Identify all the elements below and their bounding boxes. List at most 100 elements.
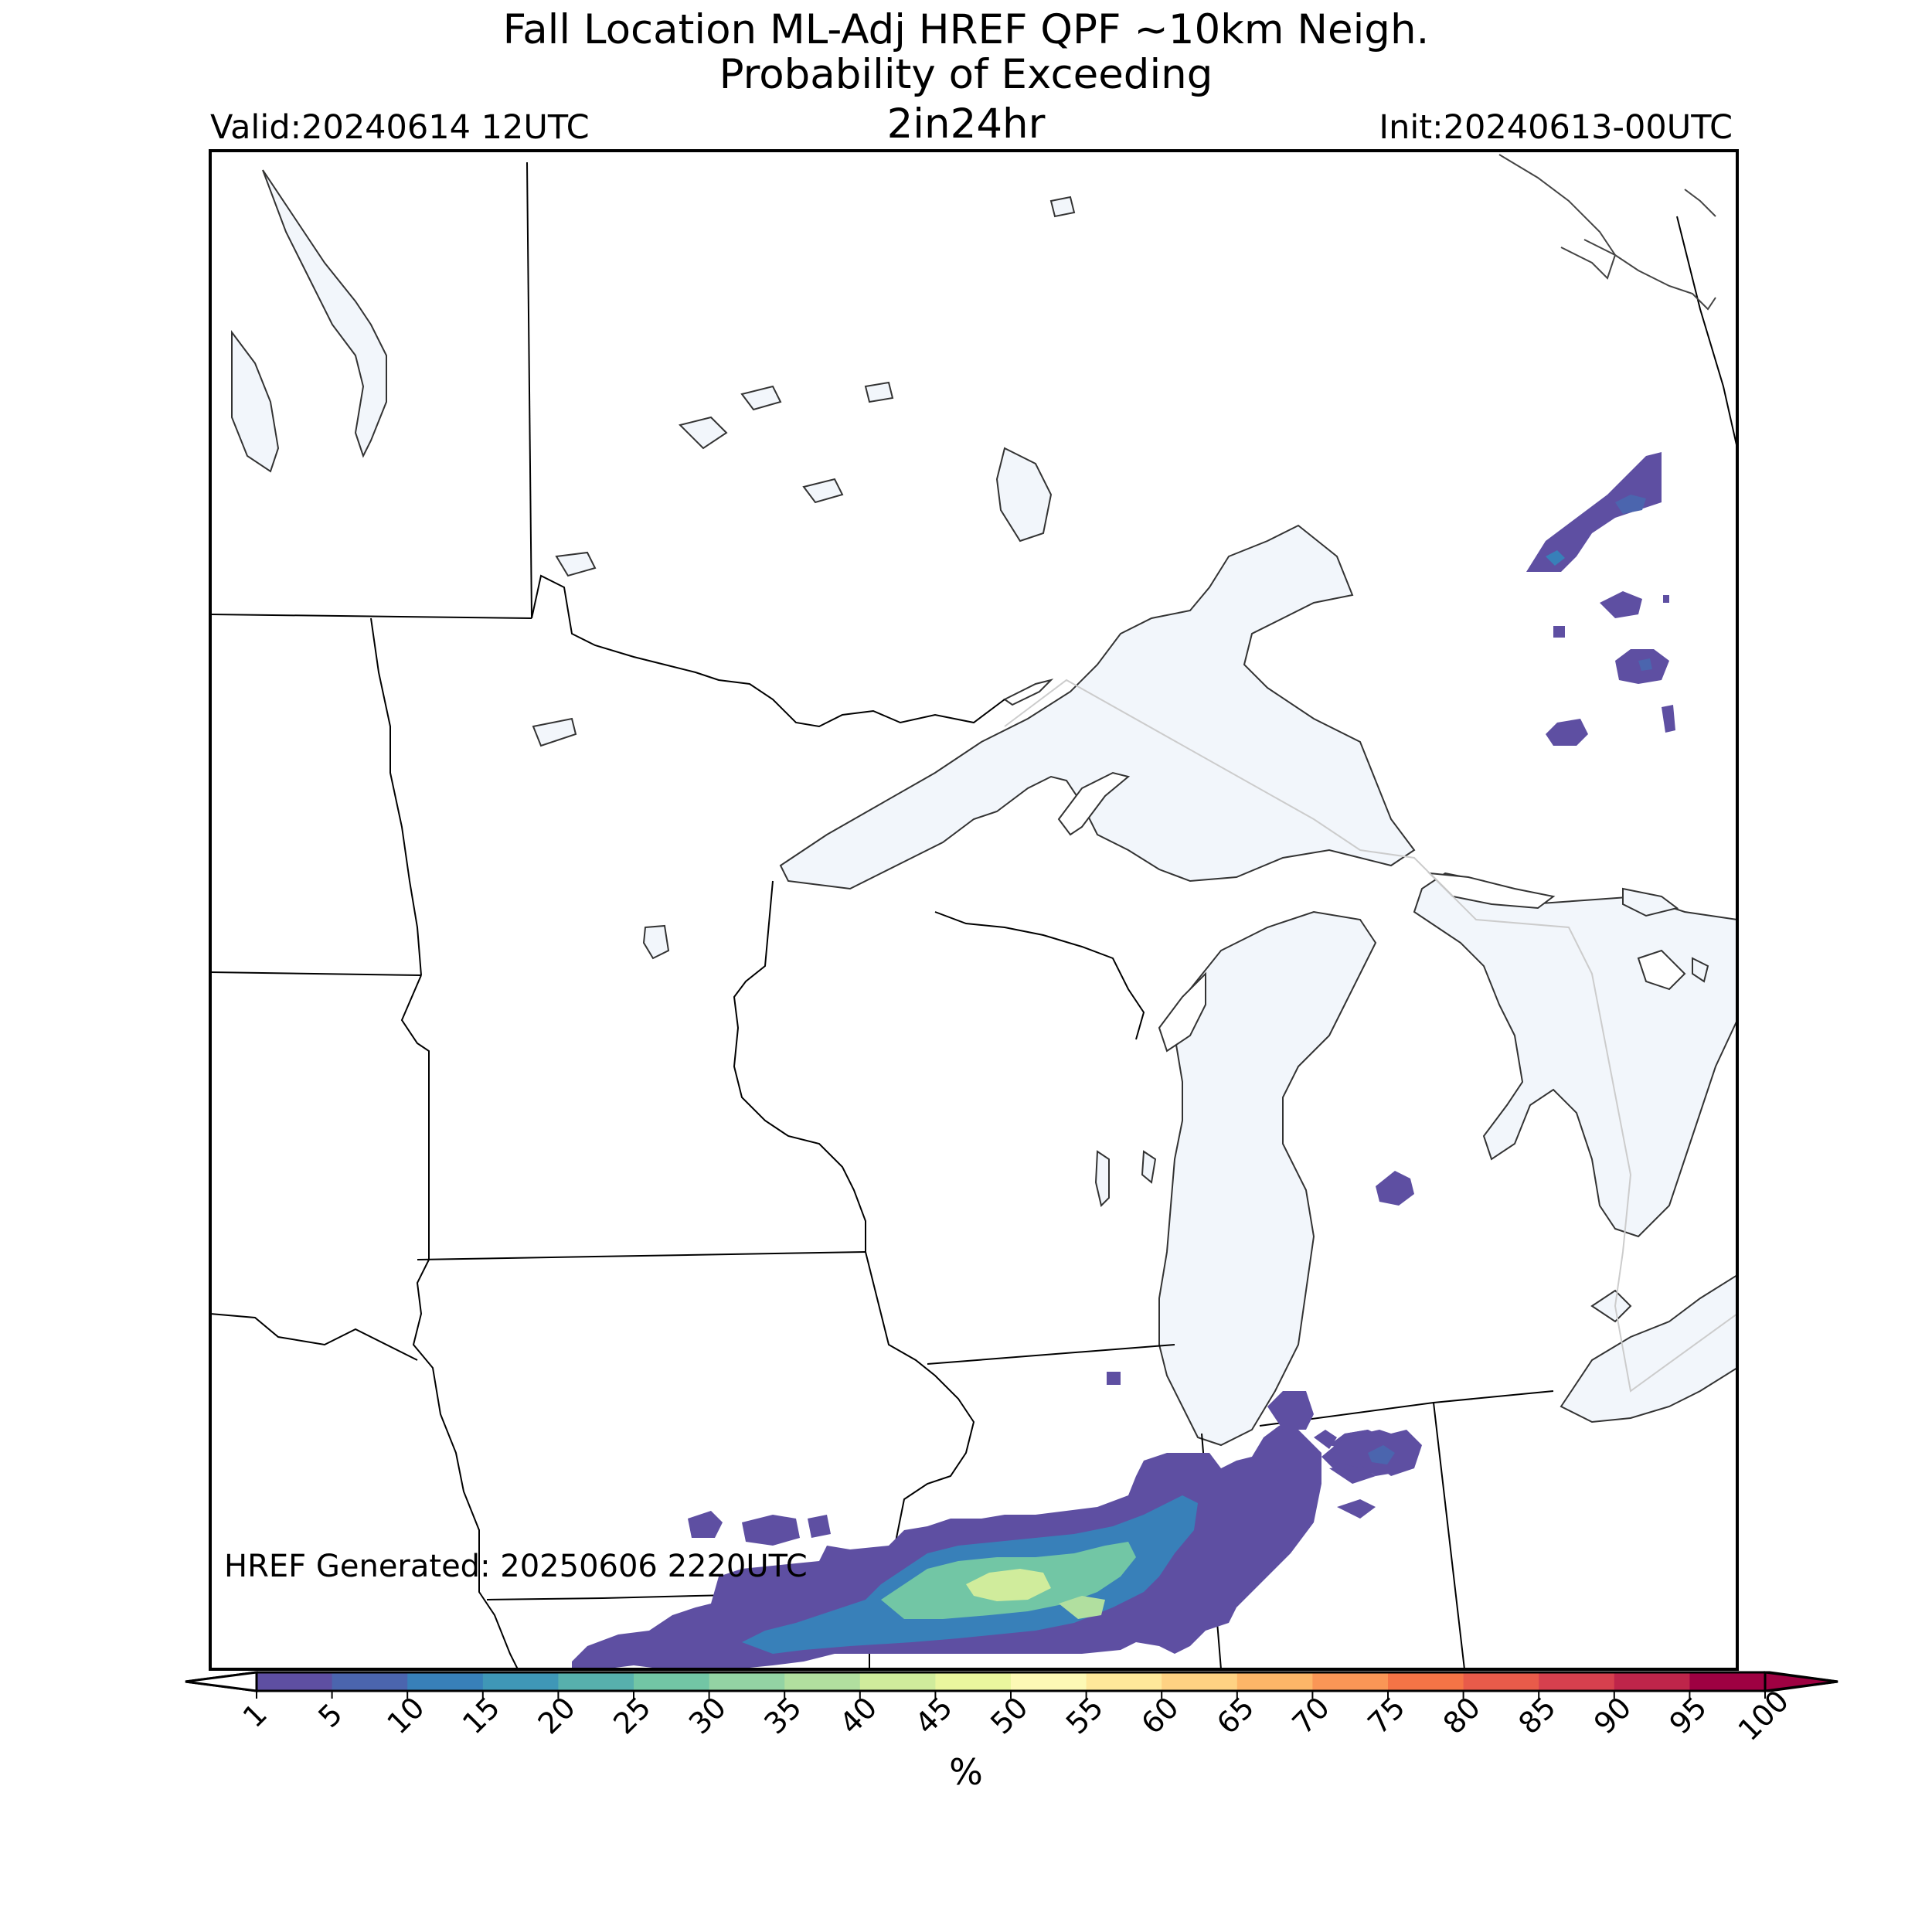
prob-area-western-cluster-1 [688,1511,723,1538]
border-manitoba-ontario [526,162,532,619]
islands [1003,679,1686,1053]
border-mn-ia [417,1251,866,1260]
border-nd-mn [370,617,422,976]
colorbar-tick-label: 80 [1437,1690,1487,1740]
colorbar-tick-label: 5 [311,1697,349,1734]
ontario-lake-3 [802,478,844,504]
lake-winnipeg-remnant [231,330,280,473]
valid-time-label: Valid:20240614 12UTC [210,108,590,147]
colorbar-segment [1312,1672,1389,1691]
upper-red-lake [532,717,577,747]
colorbar-tick-label: 70 [1286,1690,1336,1740]
border-ontario-quebec [1676,216,1737,449]
prob-area-indiana-ohio [1267,1391,1314,1430]
ontario-lake-2 [740,385,782,411]
rivers [1498,154,1716,311]
bruce-peninsula [1637,949,1686,991]
colorbar-segment [1011,1672,1087,1691]
colorbar-ticks: 1 5 10 15 20 25 30 35 40 45 50 55 60 65 70 75 80 85 90 95 10… [236,1684,1795,1747]
colorbar-segment [558,1672,634,1691]
manitoulin-island [1427,872,1556,910]
colorbar-tick-label: 40 [833,1690,883,1740]
border-wi-il [927,1344,1175,1365]
colorbar-extend-min [185,1671,258,1692]
ontario-lake-7 [1141,1150,1157,1184]
prob-area-northern-illinois [1107,1372,1121,1385]
prob-area-ontario-cell-3 [1553,626,1565,638]
prob-area-ohio-cell-2 [1337,1499,1376,1519]
colorbar-segment [257,1672,333,1691]
lake-simcoe [1692,957,1709,983]
colorbar-tick-label: 25 [607,1690,657,1740]
title-line-3: 2in24hr [886,100,1046,148]
ontario-lake-6 [555,551,597,577]
colorbar-extend-max [1764,1671,1838,1692]
prob-area-nw-ohio-ring [1368,1445,1395,1464]
colorbar-tick-label: 30 [682,1690,733,1740]
colorbar-tick-label: 15 [456,1690,506,1740]
colorbar-segment [332,1672,408,1691]
border-mn-wi [733,880,866,1252]
prob-area-illinois-indiana-peak-2 [1059,1596,1105,1619]
generated-timestamp: HREF Generated: 20250606 2220UTC [224,1549,808,1584]
prob-area-illinois-indiana-band [572,1422,1321,1669]
colorbar-tick-label: 85 [1512,1690,1562,1740]
colorbar-tick-label: 45 [909,1690,959,1740]
lake-boundaries [1004,679,1737,1393]
colorbar-tick-label: 65 [1210,1690,1260,1740]
colorbar-segment [859,1672,936,1691]
colorbar-tick-label: 10 [380,1690,430,1740]
colorbar-unit-label: % [949,1751,983,1793]
prob-area-ontario-cell-4 [1546,719,1588,746]
colorbar-segment [1162,1672,1238,1691]
lake-of-the-woods [262,169,387,458]
colorbar-segment [634,1672,710,1691]
colorbar-tick-label: 55 [1060,1690,1110,1740]
lake-nipissing [1622,887,1679,917]
init-time-label: Init:20240613-00UTC [1379,108,1733,147]
colorbar-tick-label: 50 [984,1690,1034,1740]
colorbar-segment [709,1672,785,1691]
colorbar-segment [482,1672,559,1691]
lake-superior [779,524,1416,890]
colorbar-tick-label: 100 [1732,1684,1795,1747]
lake-st-clair [1590,1289,1632,1323]
lake-winnebago [1094,1150,1110,1207]
colorbar-tick-label: 90 [1587,1690,1638,1740]
prob-area-ontario-north-core [1615,495,1646,514]
title-line-2: Probability of Exceeding [719,51,1213,98]
prob-area-western-cluster-3 [808,1515,831,1538]
colorbar-segment [1689,1672,1766,1691]
colorbar-segment [1388,1672,1464,1691]
colorbar-tick-label: 75 [1361,1690,1411,1740]
prob-area-ontario-cell-2-core [1638,658,1652,671]
colorbar-tick-label: 1 [236,1697,274,1734]
border-us-canada [531,574,1005,728]
border-nd-sd [210,971,422,976]
border-mn-nd-canada [210,614,532,619]
door-peninsula [1158,971,1206,1053]
title-line-1: Fall Location ML-Adj HREF QPF ~10km Neig… [502,6,1430,53]
colorbar-segment [935,1672,1012,1691]
lake-nipigon [995,447,1053,543]
colorbar-segment [1614,1672,1690,1691]
colorbar-segments [185,1671,1838,1692]
prob-area-ohio-main [1314,1430,1337,1449]
ontario-lake-5 [1049,196,1076,218]
prob-area-ontario-cell-1 [1600,591,1642,618]
colorbar-tick-label: 60 [1134,1690,1185,1740]
colorbar-segment [1463,1672,1539,1691]
map-frame [209,149,1739,1671]
border-sd-ia [412,1259,519,1669]
prob-area-ontario-cell-6 [1663,595,1669,603]
isle-royale [1003,679,1054,706]
colorbar-segment [407,1672,484,1691]
prob-area-western-cluster-2 [742,1515,800,1546]
probability-contours [572,452,1675,1669]
colorbar-segment [1236,1672,1313,1691]
mille-lacs [642,924,670,960]
lake-michigan [1158,910,1377,1447]
keweenaw-peninsula [1057,771,1131,836]
